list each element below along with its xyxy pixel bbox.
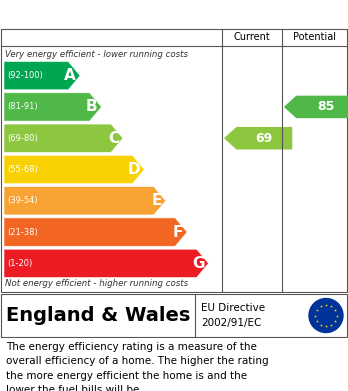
Polygon shape <box>4 61 80 90</box>
Text: EU Directive: EU Directive <box>201 303 265 313</box>
Polygon shape <box>224 127 292 149</box>
Text: Potential: Potential <box>293 32 337 42</box>
Text: F: F <box>173 224 183 240</box>
Text: Energy Efficiency Rating: Energy Efficiency Rating <box>8 7 229 22</box>
Text: Not energy efficient - higher running costs: Not energy efficient - higher running co… <box>5 278 188 287</box>
Text: G: G <box>192 256 205 271</box>
Text: 85: 85 <box>318 100 335 113</box>
Text: B: B <box>86 99 97 115</box>
Text: A: A <box>64 68 76 83</box>
Polygon shape <box>4 124 123 152</box>
Text: (69-80): (69-80) <box>7 134 38 143</box>
Text: C: C <box>108 131 119 146</box>
Polygon shape <box>4 155 144 184</box>
Text: (1-20): (1-20) <box>7 259 32 268</box>
Text: The energy efficiency rating is a measure of the
overall efficiency of a home. T: The energy efficiency rating is a measur… <box>6 342 269 391</box>
Text: (81-91): (81-91) <box>7 102 38 111</box>
Circle shape <box>309 298 343 332</box>
Text: (55-68): (55-68) <box>7 165 38 174</box>
Polygon shape <box>4 249 208 278</box>
Text: E: E <box>151 193 162 208</box>
Text: Current: Current <box>234 32 270 42</box>
Text: Very energy efficient - lower running costs: Very energy efficient - lower running co… <box>5 50 188 59</box>
Text: (92-100): (92-100) <box>7 71 43 80</box>
Polygon shape <box>4 187 166 215</box>
Text: (21-38): (21-38) <box>7 228 38 237</box>
Polygon shape <box>4 218 187 246</box>
Polygon shape <box>284 96 348 118</box>
Text: D: D <box>128 162 140 177</box>
Text: (39-54): (39-54) <box>7 196 38 205</box>
Text: 69: 69 <box>256 132 273 145</box>
Polygon shape <box>4 93 102 121</box>
Text: England & Wales: England & Wales <box>6 306 190 325</box>
Text: 2002/91/EC: 2002/91/EC <box>201 318 261 328</box>
